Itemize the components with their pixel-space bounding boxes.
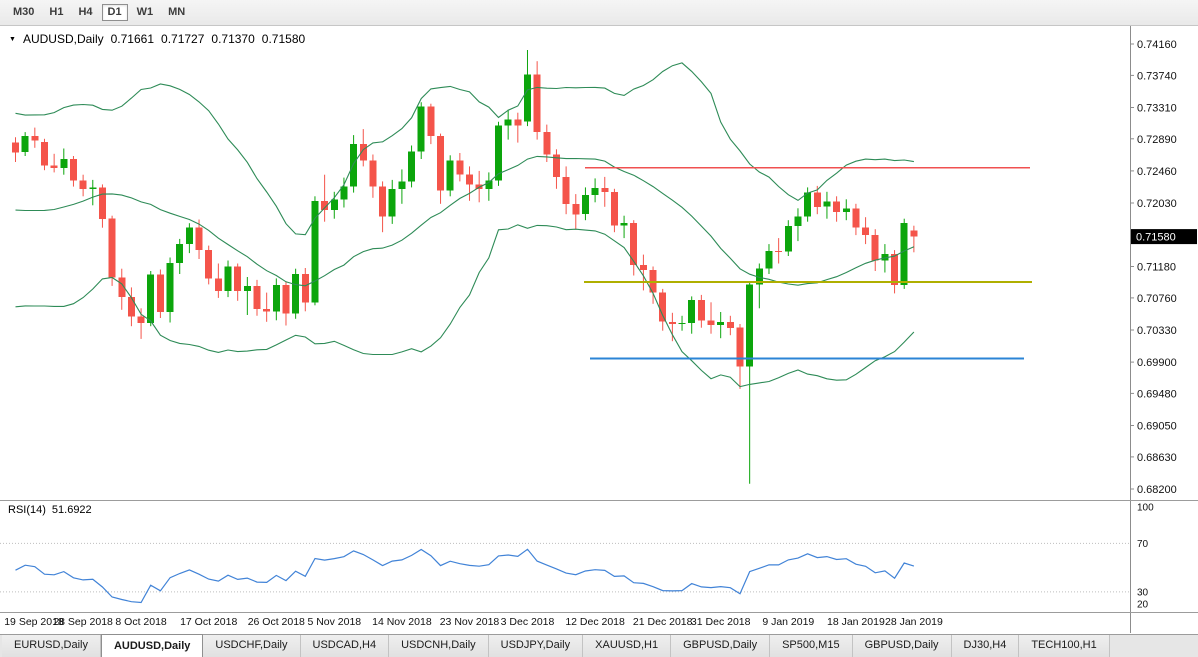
tab-eurusd-daily[interactable]: EURUSD,Daily xyxy=(2,635,101,657)
tab-tech100-h1[interactable]: TECH100,H1 xyxy=(1019,635,1110,657)
price-axis-label: 0.68200 xyxy=(1137,484,1177,496)
price-axis-label: 0.73310 xyxy=(1137,103,1177,115)
one-click-trading-icon[interactable]: ▼ xyxy=(9,35,16,43)
rsi-axis-label: 30 xyxy=(1137,587,1149,598)
price-axis-label: 0.74160 xyxy=(1137,39,1177,51)
date-axis-label: 5 Nov 2018 xyxy=(307,616,361,628)
date-axis-label: 28 Sep 2018 xyxy=(53,616,113,628)
rsi-name: RSI(14) xyxy=(8,504,46,516)
ohlc-close: 0.71580 xyxy=(261,32,306,46)
chart-symbol-label: AUDUSD,Daily xyxy=(22,32,104,46)
rsi-value: 51.6922 xyxy=(51,504,92,516)
rsi-indicator-label: RSI(14) 51.6922 xyxy=(8,504,92,516)
price-axis-label: 0.70760 xyxy=(1137,293,1177,305)
timeframe-button-h1[interactable]: H1 xyxy=(43,4,69,21)
price-axis-label: 0.69900 xyxy=(1137,357,1177,369)
date-axis-label: 19 Sep 2018 xyxy=(4,616,64,628)
price-axis-label: 0.72030 xyxy=(1137,198,1177,210)
rsi-axis-label: 100 xyxy=(1137,503,1154,514)
date-axis-label: 18 Jan 2019 xyxy=(827,616,885,628)
date-axis-label: 12 Dec 2018 xyxy=(565,616,625,628)
timeframe-button-w1[interactable]: W1 xyxy=(131,4,160,21)
tab-xauusd-h1[interactable]: XAUUSD,H1 xyxy=(583,635,672,657)
timeframe-toolbar: M30 H1 H4 D1 W1 MN xyxy=(0,0,1198,26)
tab-dj30-h4[interactable]: DJ30,H4 xyxy=(951,635,1020,657)
panel-separators[interactable] xyxy=(0,500,1198,613)
tab-usdchf-daily[interactable]: USDCHF,Daily xyxy=(203,635,301,657)
price-axis-label: 0.71180 xyxy=(1137,262,1176,274)
date-axis-label: 31 Dec 2018 xyxy=(691,616,751,628)
price-axis-label: 0.70330 xyxy=(1137,325,1177,337)
date-axis-label: 21 Dec 2018 xyxy=(633,616,693,628)
timeframe-button-d1[interactable]: D1 xyxy=(101,4,128,21)
date-axis-label: 26 Oct 2018 xyxy=(248,616,305,628)
rsi-axis-label: 20 xyxy=(1137,600,1149,611)
symbol-tab-bar: EURUSD,Daily AUDUSD,Daily USDCHF,Daily U… xyxy=(0,634,1198,657)
price-axis-label: 0.69050 xyxy=(1137,421,1177,433)
timeframe-button-m30[interactable]: M30 xyxy=(7,4,40,21)
tab-usdjpy-daily[interactable]: USDJPY,Daily xyxy=(488,635,584,657)
horizontal-level-lines[interactable] xyxy=(584,167,1032,360)
current-price-tag: 0.71580 xyxy=(1131,229,1197,245)
bollinger-bands xyxy=(15,62,915,388)
tab-audusd-daily[interactable]: AUDUSD,Daily xyxy=(100,634,204,657)
chart-title: ▼ AUDUSD,Daily 0.71661 0.71727 0.71370 0… xyxy=(9,32,305,46)
ohlc-low: 0.71370 xyxy=(211,32,255,46)
price-axis-label: 0.73740 xyxy=(1137,70,1177,82)
svg-text:0.71580: 0.71580 xyxy=(1136,232,1176,244)
date-axis-label: 23 Nov 2018 xyxy=(440,616,500,628)
candles-layer[interactable] xyxy=(12,50,918,484)
price-axis-label: 0.72890 xyxy=(1137,134,1177,146)
ohlc-high: 0.71727 xyxy=(161,32,205,46)
date-axis-label: 28 Jan 2019 xyxy=(885,616,943,628)
date-axis-label: 9 Jan 2019 xyxy=(762,616,814,628)
date-axis-label: 17 Oct 2018 xyxy=(180,616,237,628)
tab-usdcad-h4[interactable]: USDCAD,H4 xyxy=(300,635,390,657)
timeframe-button-mn[interactable]: MN xyxy=(162,4,191,21)
tab-gbpusd-daily[interactable]: GBPUSD,Daily xyxy=(671,635,771,657)
rsi-axis-label: 70 xyxy=(1137,539,1149,550)
date-axis-label: 3 Dec 2018 xyxy=(501,616,555,628)
price-axis[interactable]: 0.74160 0.73740 0.73310 0.72890 0.72460 0.720… xyxy=(1130,26,1177,633)
date-axis-label: 14 Nov 2018 xyxy=(372,616,432,628)
rsi-line xyxy=(15,548,915,604)
tab-gbpusd-daily-2[interactable]: GBPUSD,Daily xyxy=(852,635,952,657)
price-axis-label: 0.68630 xyxy=(1137,452,1177,464)
tab-sp500-m15[interactable]: SP500,M15 xyxy=(770,635,853,657)
price-axis-label: 0.72460 xyxy=(1137,166,1177,178)
price-axis-label: 0.69480 xyxy=(1137,388,1177,400)
date-axis-label: 8 Oct 2018 xyxy=(115,616,167,628)
timeframe-button-h4[interactable]: H4 xyxy=(72,4,98,21)
ohlc-open: 0.71661 xyxy=(110,32,155,46)
rsi-panel[interactable]: 100 70 30 20 xyxy=(0,503,1154,611)
tab-usdcnh-daily[interactable]: USDCNH,Daily xyxy=(389,635,489,657)
